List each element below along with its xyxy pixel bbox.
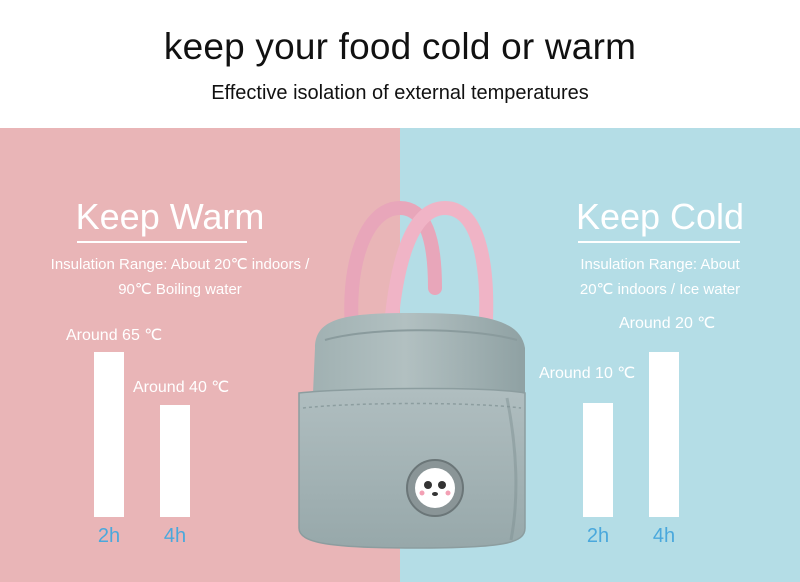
- cold-bar-4h: [649, 352, 679, 517]
- cold-bar-label-2h: Around 10 ℃: [539, 365, 636, 382]
- header: keep your food cold or warm Effective is…: [0, 0, 800, 128]
- keep-cold-heading: Keep Cold: [575, 196, 745, 237]
- warm-bar-4h: [160, 405, 190, 517]
- warm-bar-label-4h: Around 40 ℃: [133, 379, 230, 396]
- warm-bar-2h: [94, 352, 124, 517]
- right-handle: [383, 200, 494, 345]
- lunch-bag-image: [298, 200, 526, 549]
- page-subtitle: Effective isolation of external temperat…: [211, 82, 589, 104]
- keep-warm-heading: Keep Warm: [75, 196, 265, 237]
- warm-time-2h: 2h: [97, 525, 121, 547]
- keep-cold-desc-line2: 20℃ indoors / Ice water: [579, 281, 741, 298]
- warm-bar-label-2h: Around 65 ℃: [66, 327, 163, 344]
- cold-bar-2h: [583, 403, 613, 517]
- keep-warm-desc-line1: Insulation Range: About 20℃ indoors /: [50, 256, 310, 273]
- left-handle: [344, 200, 442, 345]
- page-title: keep your food cold or warm: [163, 26, 637, 67]
- cold-time-4h: 4h: [652, 525, 676, 547]
- keep-warm-underline: [77, 241, 247, 243]
- cold-time-2h: 2h: [586, 525, 610, 547]
- keep-cold-desc-line1: Insulation Range: About: [580, 256, 740, 273]
- keep-warm-desc-line2: 90℃ Boiling water: [118, 281, 242, 298]
- warm-time-4h: 4h: [163, 525, 187, 547]
- cold-bar-label-4h: Around 20 ℃: [619, 315, 716, 332]
- keep-cold-underline: [578, 241, 740, 243]
